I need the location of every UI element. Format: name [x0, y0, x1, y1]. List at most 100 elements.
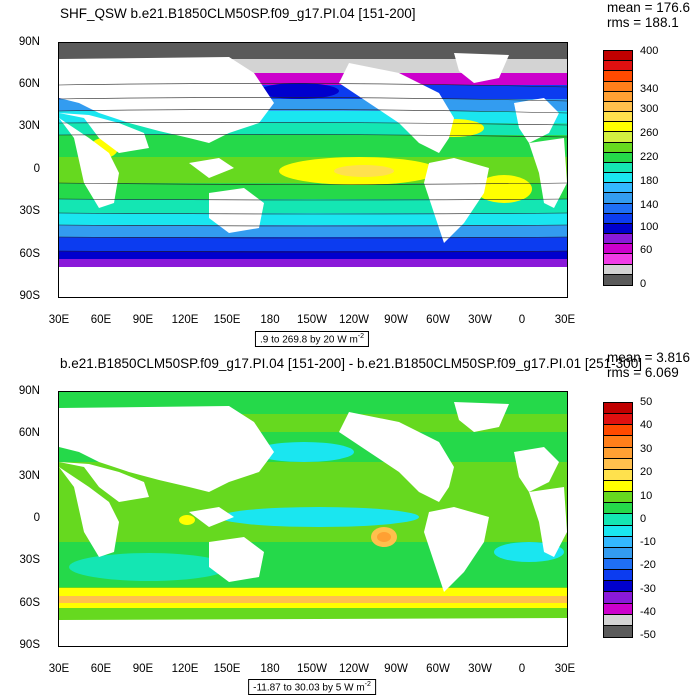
bottom-band-so-orange — [59, 596, 567, 603]
bottom-mean-label: mean = 3.816 — [607, 350, 690, 365]
colorbar-swatch — [604, 625, 632, 637]
band-south-mid — [59, 213, 567, 225]
top-ylabel-90s: 90S — [19, 290, 40, 302]
colorbar-swatch — [604, 91, 632, 102]
top-xlabel-90w: 90W — [384, 314, 408, 326]
top-ylabel-60s: 60S — [19, 248, 40, 260]
top-cb-label-60: 60 — [640, 244, 653, 256]
colorbar-swatch — [604, 436, 632, 448]
top-units-text: W m — [337, 334, 358, 346]
bottom-ylabel-30n: 30N — [18, 470, 40, 482]
bottom-ylabel-eq: 0 — [33, 512, 40, 524]
top-xlabel-150e: 150E — [213, 314, 241, 326]
colorbar-swatch — [604, 414, 632, 426]
top-cb-label-0: 0 — [640, 278, 647, 290]
bottom-xlabel-120w: 120W — [338, 663, 370, 675]
top-xlabel-90e: 90E — [132, 314, 154, 326]
bottom-xlabel-180: 180 — [260, 663, 280, 675]
bottom-colorbar — [603, 402, 633, 638]
top-cb-label-140: 140 — [640, 199, 659, 211]
colorbar-swatch — [604, 81, 632, 92]
colorbar-swatch — [604, 142, 632, 153]
bottom-cb-label-10: 10 — [640, 490, 653, 502]
colorbar-swatch — [604, 223, 632, 235]
bottom-cb-label-neg30: -30 — [640, 583, 656, 595]
bottom-xlabel-60w: 60W — [426, 663, 450, 675]
bottom-ylabel-30s: 30S — [19, 554, 40, 566]
bottom-rms-label: rms = 6.069 — [607, 365, 679, 380]
colorbar-swatch — [604, 592, 632, 604]
colorbar-swatch — [604, 173, 632, 184]
band-southern-ocean2 — [59, 251, 567, 259]
top-cb-label-340: 340 — [640, 83, 659, 95]
colorbar-swatch — [604, 234, 632, 245]
bottom-xlabel-30e: 30E — [48, 663, 70, 675]
patch-peru-core — [377, 532, 391, 542]
colorbar-swatch — [604, 525, 632, 537]
top-cb-label-260: 260 — [640, 127, 659, 139]
top-xlabel-120w: 120W — [338, 314, 370, 326]
bottom-xlabel-0: 0 — [518, 663, 526, 675]
colorbar-swatch — [604, 536, 632, 548]
patch-indo-yellow — [179, 515, 195, 525]
bottom-range-text: -11.87 to 30.03 by 5 — [253, 682, 342, 694]
top-ylabel-eq: 0 — [33, 163, 40, 175]
bottom-cb-label-30: 30 — [640, 443, 653, 455]
colorbar-swatch — [604, 193, 632, 204]
bottom-ylabel-90s: 90S — [19, 639, 40, 651]
bottom-cb-label-neg40: -40 — [640, 606, 656, 618]
top-xlabel-30e: 30E — [48, 314, 70, 326]
top-stats: mean = 176.6 rms = 188.1 — [607, 0, 690, 30]
colorbar-swatch — [604, 274, 632, 285]
bottom-xlabel-30w: 30W — [468, 663, 492, 675]
band-southern-ocean — [59, 237, 567, 251]
colorbar-swatch — [604, 132, 632, 143]
bottom-stats: mean = 3.816 rms = 6.069 — [607, 350, 690, 380]
bottom-xlabel-150w: 150W — [296, 663, 328, 675]
top-panel: SHF_QSW b.e21.B1850CLM50SP.f09_g17.PI.04… — [19, 0, 690, 348]
band-south-mid2 — [59, 225, 567, 237]
colorbar-swatch — [604, 264, 632, 275]
top-plot-title: SHF_QSW b.e21.B1850CLM50SP.f09_g17.PI.04… — [60, 6, 416, 21]
bottom-band-so-yellow2 — [59, 603, 567, 608]
patch-atlantic-warm — [476, 175, 532, 203]
colorbar-swatch — [604, 162, 632, 174]
top-cb-label-400: 400 — [640, 45, 659, 57]
patch-pacific-core — [334, 165, 394, 177]
colorbar-swatch — [604, 71, 632, 82]
top-range-box: .9 to 269.8 by 20 W m-2 — [254, 331, 370, 348]
bottom-cb-label-neg50: -50 — [640, 629, 656, 641]
colorbar-swatch — [604, 558, 632, 571]
colorbar-swatch — [604, 603, 632, 615]
band-antarctic-edge — [59, 259, 567, 267]
bottom-range-box: -11.87 to 30.03 by 5 W m-2 — [248, 679, 376, 696]
bottom-ylabel-60s: 60S — [19, 597, 40, 609]
colorbar-swatch — [604, 581, 632, 593]
top-xlabel-60w: 60W — [426, 314, 450, 326]
colorbar-swatch — [604, 514, 632, 526]
top-colorbar — [603, 50, 633, 286]
bottom-xlabel-30e-end: 30E — [554, 663, 576, 675]
colorbar-swatch — [604, 570, 632, 582]
top-xlabel-60e: 60E — [90, 314, 112, 326]
top-land — [59, 53, 567, 297]
bottom-map — [58, 391, 568, 647]
bottom-cb-label-neg10: -10 — [640, 536, 656, 548]
top-mean-label: mean = 176.6 — [607, 0, 690, 15]
colorbar-swatch — [604, 447, 632, 459]
colorbar-swatch — [604, 152, 632, 163]
top-rms-label: rms = 188.1 — [607, 15, 679, 30]
colorbar-swatch — [604, 614, 632, 626]
bottom-map-svg — [59, 392, 567, 646]
bottom-plot-title: b.e21.B1850CLM50SP.f09_g17.PI.04 [151-20… — [60, 356, 642, 371]
top-xlabel-120e: 120E — [171, 314, 199, 326]
top-cb-label-220: 220 — [640, 151, 659, 163]
patch-north-pacific-dark — [259, 83, 339, 99]
colorbar-swatch — [604, 61, 632, 72]
bottom-panel: b.e21.B1850CLM50SP.f09_g17.PI.04 [151-20… — [0, 350, 700, 700]
top-xlabel-150w: 150W — [296, 314, 328, 326]
colorbar-swatch — [604, 492, 632, 504]
patch-npac-cyan — [254, 442, 354, 462]
colorbar-swatch — [604, 122, 632, 133]
colorbar-swatch — [604, 101, 632, 113]
